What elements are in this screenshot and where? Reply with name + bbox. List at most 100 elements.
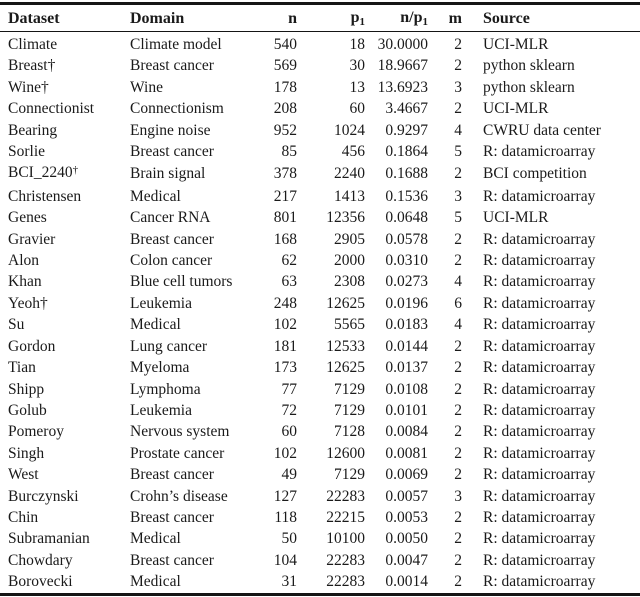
cell-m: 2 bbox=[454, 466, 462, 484]
cell-m: 2 bbox=[454, 100, 462, 118]
cell-n: 181 bbox=[273, 337, 297, 355]
cell-source: R: datamicroarray bbox=[483, 401, 596, 419]
cell-source: UCI-MLR bbox=[483, 209, 549, 227]
cell-m: 2 bbox=[454, 165, 462, 183]
cell-m: 3 bbox=[454, 78, 462, 96]
table-row: Khan Blue cell tumors 63 2308 0.0273 4 R: data… bbox=[0, 271, 640, 292]
cell-n: 540 bbox=[273, 36, 297, 53]
table-row: Alon Colon cancer 62 2000 0.0310 2 R: datamicr… bbox=[0, 250, 640, 271]
cell-p1: 456 bbox=[341, 143, 365, 161]
cell-m: 2 bbox=[454, 57, 462, 75]
cell-source: R: datamicroarray bbox=[483, 380, 596, 398]
cell-n: 104 bbox=[273, 551, 297, 569]
cell-dataset: Tian bbox=[8, 359, 36, 377]
cell-domain: Medical bbox=[130, 530, 181, 548]
table-row: BCI_2240† Brain signal 378 2240 0.1688 2 BCI c… bbox=[0, 162, 640, 185]
cell-domain: Breast cancer bbox=[130, 508, 214, 526]
cell-domain: Engine noise bbox=[130, 121, 211, 139]
table-row: Yeoh† Leukemia 248 12625 0.0196 6 R: datamicro… bbox=[0, 293, 640, 314]
cell-source: R: datamicroarray bbox=[483, 444, 596, 462]
cell-domain: Connectionism bbox=[130, 100, 224, 118]
cell-m: 2 bbox=[454, 573, 462, 591]
cell-n: 85 bbox=[281, 143, 298, 161]
cell-domain: Lymphoma bbox=[130, 380, 201, 398]
cell-dataset: Breast† bbox=[8, 57, 56, 75]
cell-p1: 1024 bbox=[334, 121, 365, 139]
cell-ratio: 0.1864 bbox=[385, 143, 428, 161]
table-row: Gravier Breast cancer 168 2905 0.0578 2 R: dat… bbox=[0, 229, 640, 250]
cell-m: 2 bbox=[454, 423, 462, 441]
cell-dataset: Wine† bbox=[8, 78, 49, 96]
cell-n: 72 bbox=[281, 401, 298, 419]
table-body: Climate Climate model 540 18 30.0000 2 UCI-MLR… bbox=[0, 32, 640, 595]
cell-m: 2 bbox=[454, 401, 462, 419]
cell-p1: 1413 bbox=[334, 187, 365, 205]
cell-ratio: 0.0050 bbox=[385, 530, 428, 548]
cell-m: 2 bbox=[454, 551, 462, 569]
cell-domain: Medical bbox=[130, 316, 181, 334]
cell-ratio: 30.0000 bbox=[377, 36, 428, 53]
table-row: Christensen Medical 217 1413 0.1536 3 R: datam… bbox=[0, 186, 640, 207]
cell-domain: Leukemia bbox=[130, 294, 192, 312]
cell-source: R: datamicroarray bbox=[483, 466, 596, 484]
cell-n: 77 bbox=[281, 380, 298, 398]
cell-n: 208 bbox=[273, 100, 297, 118]
cell-ratio: 0.0144 bbox=[385, 337, 428, 355]
cell-n: 248 bbox=[273, 294, 297, 312]
cell-dataset: Gordon bbox=[8, 337, 56, 355]
cell-domain: Medical bbox=[130, 573, 181, 591]
cell-dataset: Sorlie bbox=[8, 143, 46, 161]
cell-dataset: Chowdary bbox=[8, 551, 73, 569]
cell-domain: Myeloma bbox=[130, 359, 190, 377]
table-row: Sorlie Breast cancer 85 456 0.1864 5 R: datami… bbox=[0, 141, 640, 162]
cell-ratio: 3.4667 bbox=[385, 100, 428, 118]
cell-source: R: datamicroarray bbox=[483, 551, 596, 569]
column-header-domain: Domain bbox=[122, 3, 250, 32]
cell-n: 60 bbox=[281, 423, 298, 441]
cell-source: UCI-MLR bbox=[483, 100, 549, 118]
table-row: Tian Myeloma 173 12625 0.0137 2 R: datamicroar… bbox=[0, 357, 640, 378]
cell-dataset: Khan bbox=[8, 273, 42, 291]
cell-source: UCI-MLR bbox=[483, 36, 549, 53]
cell-m: 3 bbox=[454, 187, 462, 205]
cell-domain: Crohn’s disease bbox=[130, 487, 228, 505]
column-header-n: n bbox=[250, 3, 297, 32]
cell-source: R: datamicroarray bbox=[483, 337, 596, 355]
table-row: Pomeroy Nervous system 60 7128 0.0084 2 R: dat… bbox=[0, 421, 640, 442]
cell-ratio: 0.0648 bbox=[385, 209, 428, 227]
cell-dataset: Climate bbox=[8, 36, 58, 53]
cell-domain: Brain signal bbox=[130, 165, 206, 183]
cell-m: 2 bbox=[454, 530, 462, 548]
cell-p1: 30 bbox=[349, 57, 366, 75]
cell-domain: Breast cancer bbox=[130, 143, 214, 161]
table-row: Chowdary Breast cancer 104 22283 0.0047 2 R: d… bbox=[0, 550, 640, 571]
table-header-row: Dataset Domain n p1 n/p1 m Source bbox=[0, 3, 640, 32]
table-row: Chin Breast cancer 118 22215 0.0053 2 R: datam… bbox=[0, 507, 640, 528]
cell-p1: 22283 bbox=[326, 573, 365, 591]
cell-ratio: 0.1536 bbox=[385, 187, 428, 205]
cell-domain: Blue cell tumors bbox=[130, 273, 233, 291]
cell-m: 4 bbox=[454, 273, 462, 291]
cell-source: CWRU data center bbox=[483, 121, 601, 139]
cell-domain: Leukemia bbox=[130, 401, 192, 419]
cell-dataset: Singh bbox=[8, 444, 45, 462]
cell-source: R: datamicroarray bbox=[483, 423, 596, 441]
cell-p1: 22283 bbox=[326, 487, 365, 505]
table-row: Golub Leukemia 72 7129 0.0101 2 R: datamicroar… bbox=[0, 400, 640, 421]
cell-p1: 22215 bbox=[326, 508, 365, 526]
cell-n: 63 bbox=[281, 273, 298, 291]
cell-domain: Prostate cancer bbox=[130, 444, 225, 462]
cell-domain: Breast cancer bbox=[130, 551, 214, 569]
cell-m: 2 bbox=[454, 252, 462, 270]
cell-dataset: Yeoh† bbox=[8, 294, 48, 312]
cell-source: BCI competition bbox=[483, 165, 587, 183]
cell-ratio: 0.0047 bbox=[385, 551, 428, 569]
dagger-superscript: † bbox=[72, 163, 79, 176]
cell-n: 102 bbox=[273, 444, 297, 462]
cell-p1: 22283 bbox=[326, 551, 365, 569]
cell-n: 102 bbox=[273, 316, 297, 334]
cell-dataset: Shipp bbox=[8, 380, 45, 398]
cell-m: 4 bbox=[454, 121, 462, 139]
cell-source: R: datamicroarray bbox=[483, 143, 596, 161]
